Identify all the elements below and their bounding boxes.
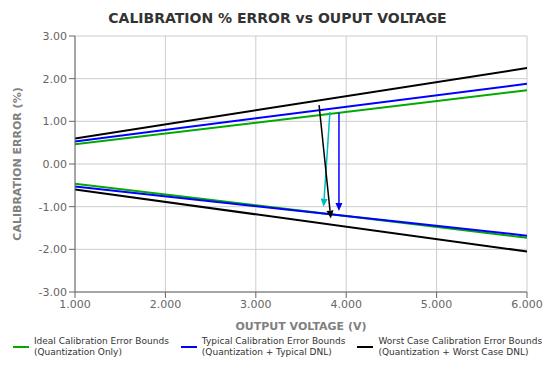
svg-text:-2.00: -2.00 xyxy=(39,243,67,256)
svg-text:2.000: 2.000 xyxy=(150,298,182,311)
html-text:Typical Calibration Error Boun: Typical Calibration Error Bounds (Quanti… xyxy=(201,336,346,357)
svg-text:CALIBRATION ERROR (%): CALIBRATION ERROR (%) xyxy=(11,87,24,240)
svg-text:-1.00: -1.00 xyxy=(39,201,67,214)
svg-text:3.000: 3.000 xyxy=(240,298,272,311)
html-text:Worst Case Calibration Error B: Worst Case Calibration Error Bounds (Qua… xyxy=(378,336,543,357)
svg-text:1.000: 1.000 xyxy=(59,298,91,311)
svg-text:6.000: 6.000 xyxy=(511,298,543,311)
svg-text:4.000: 4.000 xyxy=(330,298,362,311)
svg-text:0.00: 0.00 xyxy=(43,158,68,171)
svg-text:2.00: 2.00 xyxy=(43,73,68,86)
svg-text:OUTPUT VOLTAGE (V): OUTPUT VOLTAGE (V) xyxy=(235,320,366,333)
html-text:Ideal Calibration Error Bounds: Ideal Calibration Error Bounds (Quantiza… xyxy=(33,336,169,357)
html-text:CALIBRATION % ERROR vs OUPUT V: CALIBRATION % ERROR vs OUPUT VOLTAGE xyxy=(108,10,447,26)
svg-text:5.000: 5.000 xyxy=(421,298,453,311)
svg-text:-3.00: -3.00 xyxy=(39,286,67,299)
svg-text:3.00: 3.00 xyxy=(43,30,68,43)
svg-text:1.00: 1.00 xyxy=(43,115,68,128)
